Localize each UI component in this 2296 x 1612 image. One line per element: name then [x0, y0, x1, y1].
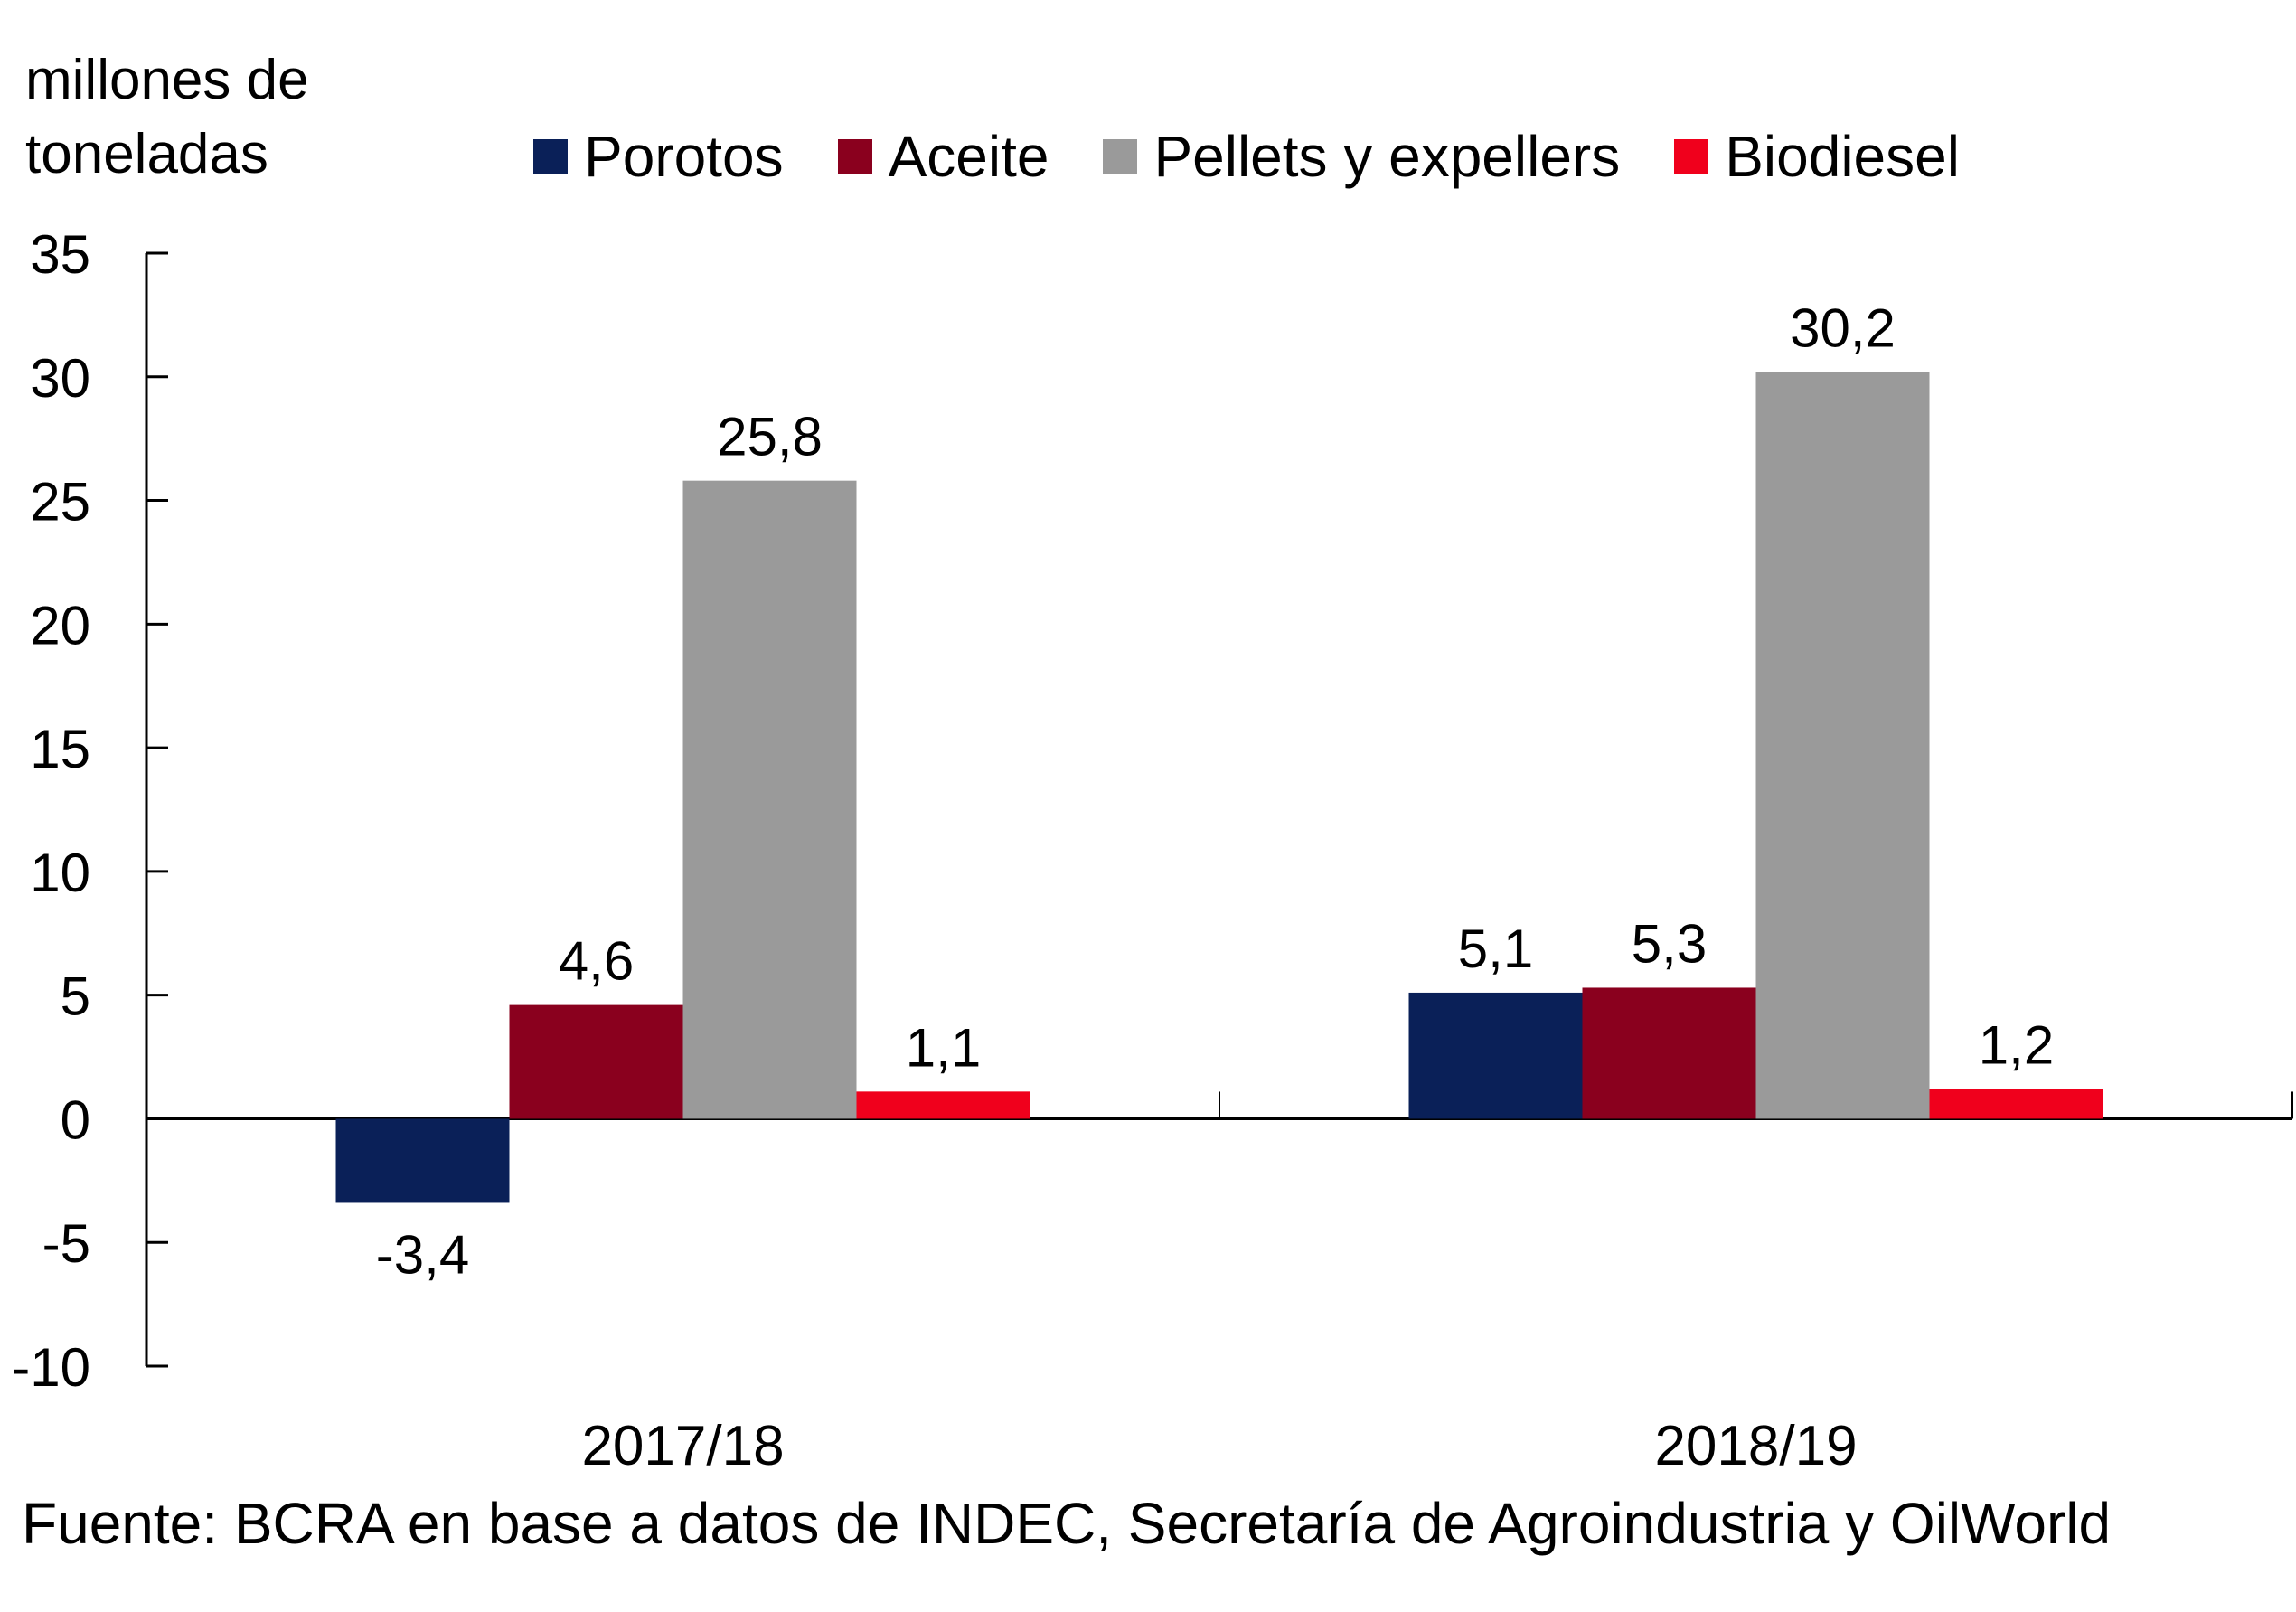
y-tick-label: -5 — [42, 1213, 90, 1274]
legend-swatch-porotos — [533, 139, 568, 174]
legend-item-aceite: Aceite — [837, 123, 1049, 190]
x-category-label: 2018/19 — [1654, 1415, 1857, 1477]
y-tick-label: 15 — [30, 719, 90, 779]
legend-swatch-pellets — [1103, 139, 1138, 174]
legend-item-pellets: Pellets y expellers — [1103, 123, 1620, 190]
legend-label-aceite: Aceite — [888, 124, 1049, 189]
data-label: 5,1 — [1458, 919, 1533, 979]
bar-porotos-2017-18 — [335, 1118, 510, 1203]
legend-label-biodiesel: Biodiesel — [1725, 124, 1960, 189]
bar-aceite-2018-19 — [1582, 987, 1756, 1119]
y-tick-label: 25 — [30, 472, 90, 533]
data-label: 1,2 — [1979, 1015, 2054, 1076]
data-label: 4,6 — [559, 931, 634, 992]
legend: Porotos Aceite Pellets y expellers Biodi… — [533, 123, 2014, 190]
bar-aceite-2017-18 — [509, 1004, 683, 1119]
y-tick-label: 5 — [61, 966, 90, 1027]
bar-pellets-y-expellers-2018-19 — [1755, 372, 1930, 1119]
legend-label-porotos: Porotos — [584, 124, 784, 189]
data-label: 30,2 — [1790, 297, 1896, 358]
data-label: 25,8 — [717, 407, 823, 467]
legend-swatch-biodiesel — [1674, 139, 1709, 174]
x-category-label: 2017/18 — [581, 1415, 784, 1477]
y-tick-label: 0 — [61, 1089, 90, 1150]
legend-item-biodiesel: Biodiesel — [1674, 123, 1960, 190]
y-tick-label: 10 — [30, 843, 90, 903]
legend-swatch-aceite — [837, 139, 872, 174]
bar-biodiesel-2018-19 — [1929, 1089, 2103, 1119]
y-tick-label: -10 — [12, 1337, 90, 1398]
legend-label-pellets: Pellets y expellers — [1153, 124, 1621, 189]
data-label: 1,1 — [906, 1017, 981, 1078]
legend-item-porotos: Porotos — [533, 123, 784, 190]
source-note: Fuente: BCRA en base a datos de INDEC, S… — [22, 1491, 2112, 1556]
y-tick-label: 30 — [30, 348, 90, 409]
bar-porotos-2018-19 — [1408, 992, 1583, 1119]
y-tick-label: 20 — [30, 595, 90, 655]
data-label: 5,3 — [1632, 913, 1707, 974]
bar-pellets-y-expellers-2017-18 — [682, 480, 857, 1119]
data-label: -3,4 — [376, 1224, 469, 1285]
y-tick-label: 35 — [30, 224, 90, 285]
y-axis-title: millones de toneladas — [25, 49, 309, 185]
bar-biodiesel-2017-18 — [856, 1091, 1030, 1119]
